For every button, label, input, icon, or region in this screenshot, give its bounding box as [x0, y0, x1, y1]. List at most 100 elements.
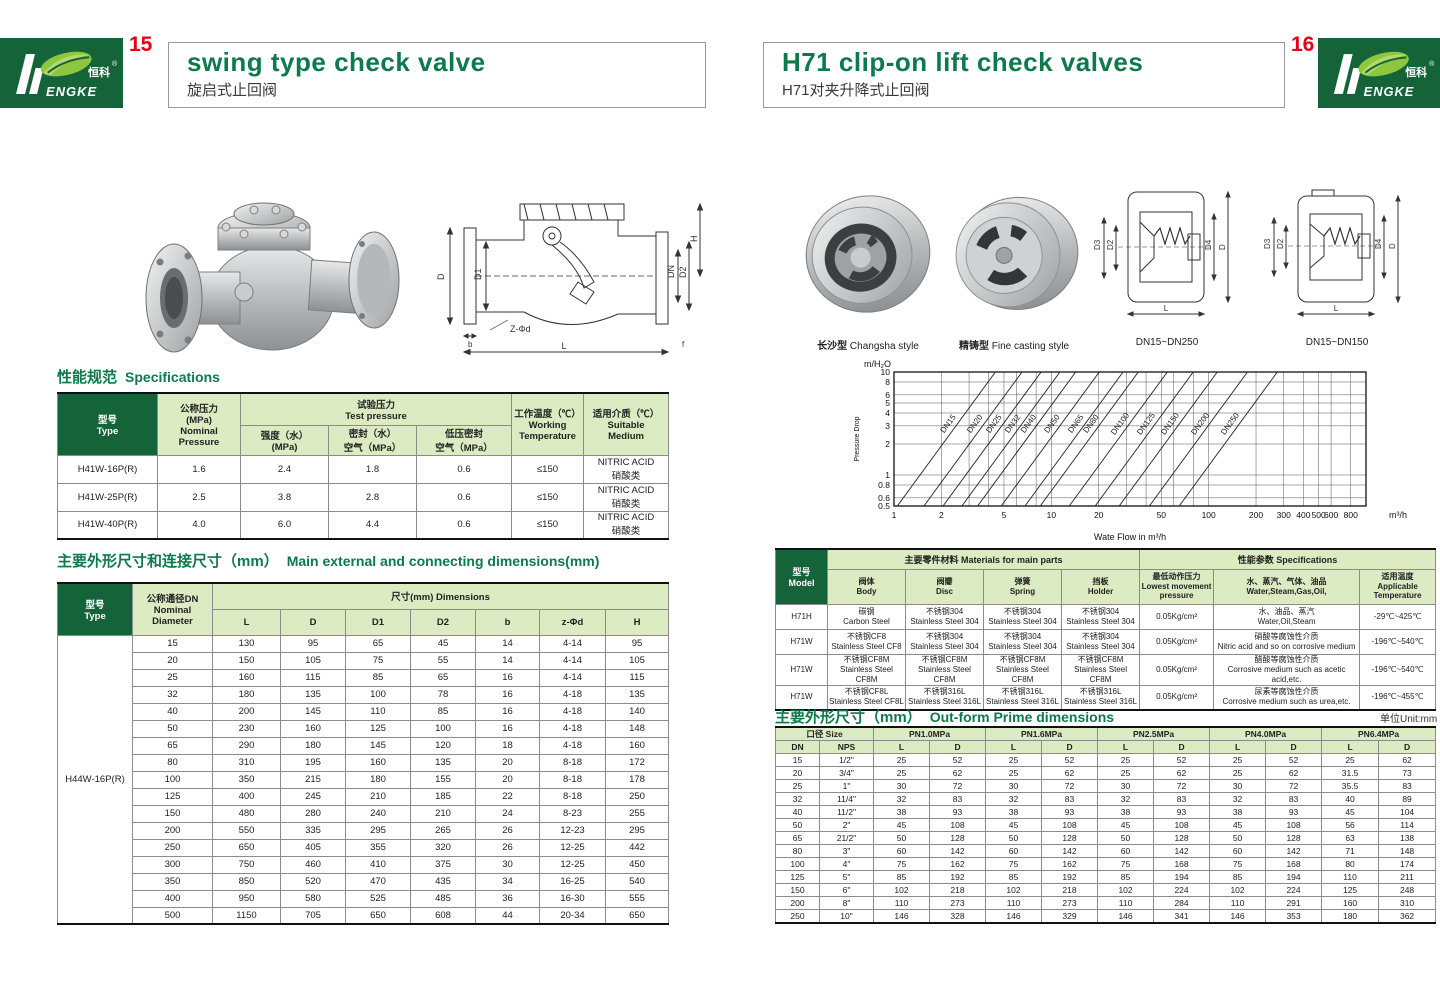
table-cell: 250 [775, 909, 820, 923]
photo-caption: 长沙型 Changsha style [817, 341, 919, 352]
table-cell: 32 [1209, 792, 1267, 806]
right-page-title: H71 clip-on lift check valves [782, 47, 1144, 77]
table-cell: 25 [873, 766, 930, 780]
table-cell: 89 [1378, 792, 1437, 806]
table-cell: 362 [1378, 909, 1437, 923]
swing-check-valve-photo [122, 180, 422, 365]
table-cell: 45 [873, 818, 930, 832]
table-cell: 950 [212, 889, 281, 908]
table-cell: 3/4" [819, 766, 874, 780]
table-cell: 0.6 [415, 482, 513, 512]
table-cell: 273 [1041, 896, 1099, 910]
wafer-valve-drawing-dn15-dn150: D3 D2 D4 D L DN15~DN150 [1258, 178, 1416, 348]
table-cell: 500 [132, 906, 213, 925]
dn-curve-label: DN50 [1042, 412, 1062, 434]
table-cell: 22 [475, 787, 540, 806]
table-cell: 75 [1097, 857, 1155, 871]
table-cell: 8-18 [539, 787, 606, 806]
table-cell: 120 [410, 736, 476, 755]
dn-curve-label: DN25 [984, 412, 1004, 434]
col-header-specs: 性能参数 Specifications [1139, 548, 1437, 570]
svg-text:D: D [1388, 243, 1397, 249]
table-cell: 5" [819, 870, 874, 884]
table-row: 150 480 280 240 210 24 8-23 255 [58, 804, 669, 823]
table-cell: 148 [1378, 844, 1437, 858]
table-cell: 550 [212, 821, 281, 840]
table-cell: 30 [873, 779, 930, 793]
table-cell: 73 [1378, 766, 1437, 780]
table-cell: 2" [819, 818, 874, 832]
table-row: H71W 不锈钢CF8 Stainless Steel CF8 不锈钢304 Sta… [775, 628, 1437, 655]
table-cell: H41W-16P(R) [57, 454, 158, 484]
table-cell: 555 [605, 889, 669, 908]
table-cell: 不锈钢CF8 Stainless Steel CF8 [827, 628, 906, 655]
table-cell: 85 [1209, 870, 1267, 884]
table-cell: 32 [873, 792, 930, 806]
table-cell: 71 [1321, 844, 1380, 858]
table-cell: 4-14 [539, 634, 606, 653]
table-row: 300 750 460 410 375 30 12-25 450 [58, 855, 669, 874]
dn-curve-label: DN100 [1109, 411, 1131, 437]
page-number-right: 16 [1291, 33, 1315, 56]
table-cell: 65 [132, 736, 213, 755]
table-cell: 115 [280, 668, 346, 687]
col-header-type: 型号 Type [57, 392, 158, 456]
table-cell: 442 [605, 838, 669, 857]
table-cell: 150 [212, 651, 281, 670]
table-cell: NITRIC ACID 硝酸类 [583, 454, 670, 484]
table-row: 150 6" 102 218 102 218 102 224 102 224 125 248 [775, 883, 1437, 897]
col-header-pn25: PN2.5MPa [1097, 726, 1211, 741]
page-number-left: 15 [129, 33, 153, 56]
table-cell: 10" [819, 909, 874, 923]
table-cell: 83 [1153, 792, 1211, 806]
table-cell: 0.05Kg/cm² [1139, 628, 1215, 655]
table-cell: 16-25 [539, 872, 606, 891]
left-page-title: swing type check valve [187, 47, 486, 77]
right-page-title-box: H71 clip-on lift check valves H71对夹升降式止回… [763, 42, 1285, 108]
table-cell: 45 [985, 818, 1043, 832]
table-cell: 硝酸等腐蚀性介质 Nitric acid and so on corrosive… [1213, 628, 1361, 655]
table-cell: 不锈钢CF8L Stainless Steel CF8L [827, 684, 906, 711]
table-row: 200 8" 110 273 110 273 110 284 110 291 160 310 [775, 896, 1437, 910]
table-cell: 168 [1153, 857, 1211, 871]
table-cell: 460 [280, 855, 346, 874]
table-row: 80 310 195 160 135 20 8-18 172 [58, 753, 669, 772]
hengke-logo-icon: 恒科 ® ENGKE [1318, 38, 1440, 108]
table-cell: 20 [775, 766, 820, 780]
y-axis-title: Pressure Drop [854, 416, 861, 461]
table-cell: 52 [1041, 753, 1099, 767]
table-cell: 320 [410, 838, 476, 857]
table-cell: 16 [475, 702, 540, 721]
table-row: H41W-16P(R) 1.6 2.4 1.8 0.6 ≤150 NITRIC ACID 硝… [57, 454, 670, 484]
table-cell: 146 [873, 909, 930, 923]
table-cell: 135 [280, 685, 346, 704]
table-row: 500 1150 705 650 608 44 20-34 650 [58, 906, 669, 925]
table-cell: 520 [280, 872, 346, 891]
table-cell: 15 [132, 634, 213, 653]
table-cell: 300 [132, 855, 213, 874]
table-cell: 146 [1097, 909, 1155, 923]
drawing-caption: DN15~DN250 [1135, 337, 1199, 348]
table-cell: 328 [928, 909, 987, 923]
table-cell: 168 [1265, 857, 1323, 871]
y-tick-label: 8 [885, 377, 890, 387]
x-tick-label: 100 [1202, 510, 1216, 520]
table-cell: 4-18 [539, 685, 606, 704]
table-cell: 45 [410, 634, 476, 653]
svg-text:H: H [689, 236, 699, 243]
table-cell: 0.6 [415, 510, 513, 540]
table-cell: 4.0 [157, 510, 241, 540]
table-cell: 25 [1097, 753, 1155, 767]
table-cell: 128 [1041, 831, 1099, 845]
table-cell: 105 [605, 651, 669, 670]
table-cell: 160 [280, 719, 346, 738]
table-cell: 310 [212, 753, 281, 772]
col-header-b: b [475, 608, 540, 636]
table-cell: 410 [345, 855, 411, 874]
table-cell: 60 [1209, 844, 1267, 858]
table-cell: 280 [280, 804, 346, 823]
table-cell: ≤150 [511, 510, 585, 540]
table-cell: 146 [985, 909, 1043, 923]
table-cell: 160 [1321, 896, 1380, 910]
x-tick-label: 1 [892, 510, 897, 520]
